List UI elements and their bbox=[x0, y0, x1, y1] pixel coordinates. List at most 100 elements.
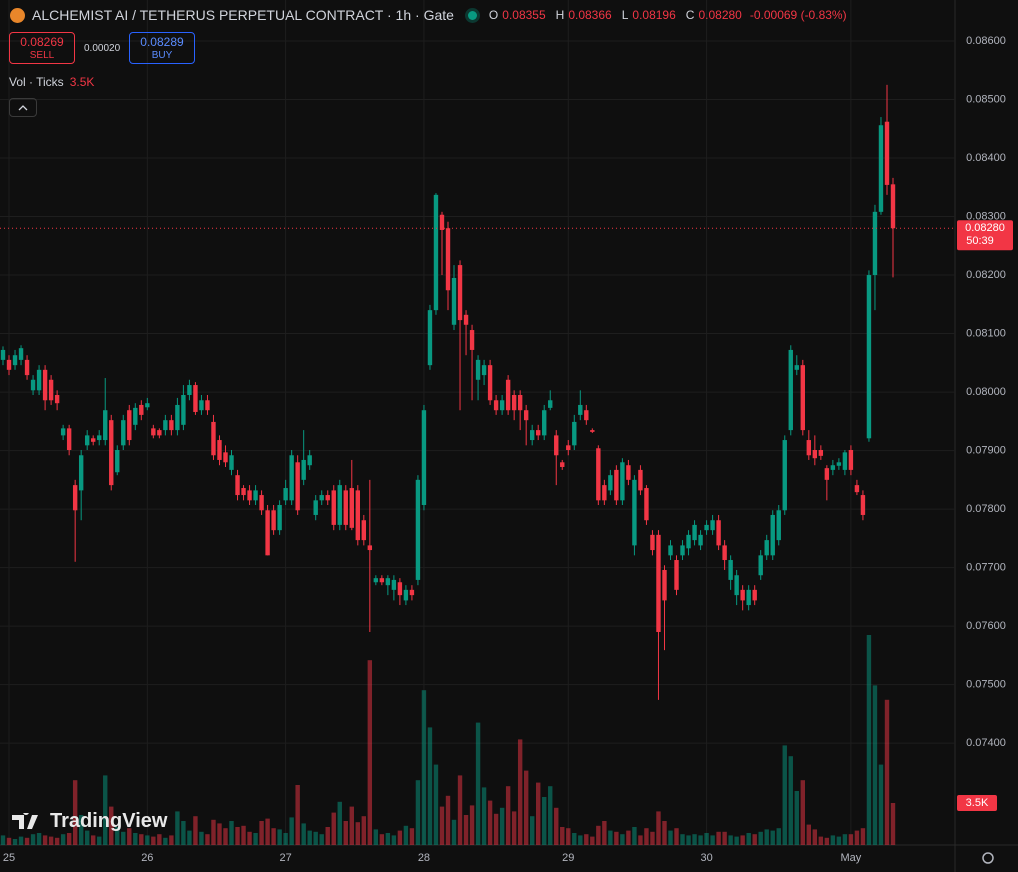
volume-bar bbox=[800, 780, 805, 845]
y-tick-label: 0.08500 bbox=[966, 93, 1006, 105]
volume-bar bbox=[722, 831, 727, 845]
candle-body bbox=[199, 400, 204, 411]
volume-bar bbox=[139, 834, 144, 845]
volume-bar bbox=[373, 829, 379, 845]
candle-body bbox=[770, 514, 775, 556]
volume-legend: Vol · Ticks 3.5K bbox=[9, 75, 94, 89]
volume-bar bbox=[127, 828, 132, 845]
candle-body bbox=[157, 430, 162, 436]
volume-bar bbox=[211, 819, 216, 845]
symbol-title[interactable]: ALCHEMIST AI / TETHERUS PERPETUAL CONTRA… bbox=[32, 7, 454, 23]
candle-body bbox=[662, 569, 667, 601]
volume-bar bbox=[175, 811, 180, 845]
candle-body bbox=[295, 462, 300, 511]
candle-body bbox=[391, 579, 397, 590]
volume-bar bbox=[355, 822, 360, 845]
x-tick-label: May bbox=[841, 852, 862, 864]
candle-body bbox=[638, 469, 643, 491]
open-value: 0.08355 bbox=[502, 8, 546, 22]
volume-bar bbox=[890, 803, 896, 845]
candle-body bbox=[884, 121, 890, 185]
candle-body bbox=[584, 410, 589, 421]
volume-bar bbox=[163, 837, 168, 845]
volume-bar bbox=[680, 834, 685, 845]
volume-bar bbox=[157, 834, 162, 845]
volume-bar bbox=[650, 831, 655, 845]
candle-body bbox=[145, 403, 150, 408]
buy-price: 0.08289 bbox=[140, 35, 184, 49]
candle-body bbox=[511, 394, 517, 411]
candle-body bbox=[169, 420, 174, 431]
volume-bar bbox=[145, 835, 150, 845]
candle-body bbox=[463, 314, 469, 325]
volume-bar bbox=[78, 815, 84, 845]
candle-body bbox=[686, 534, 691, 549]
settings-icon[interactable] bbox=[982, 852, 994, 864]
candle-body bbox=[373, 578, 379, 583]
candle-body bbox=[698, 534, 703, 546]
volume-bar bbox=[548, 786, 553, 845]
volume-bar bbox=[169, 835, 174, 845]
candle-body bbox=[48, 379, 54, 401]
candle-body bbox=[794, 365, 799, 370]
volume-bar bbox=[830, 835, 836, 845]
volume-bar bbox=[259, 821, 264, 845]
last-price-box bbox=[957, 220, 1013, 251]
symbol-icon bbox=[10, 7, 25, 23]
candle-body bbox=[590, 430, 595, 432]
candle-body bbox=[403, 589, 409, 601]
candle-body bbox=[722, 545, 727, 561]
candle-body bbox=[163, 420, 168, 431]
volume-bar bbox=[860, 828, 866, 845]
low-value: 0.08196 bbox=[632, 8, 676, 22]
volume-bar bbox=[349, 806, 354, 845]
candle-body bbox=[24, 359, 30, 376]
candle-body bbox=[66, 428, 72, 451]
volume-bar bbox=[84, 830, 90, 845]
candle-body bbox=[253, 490, 258, 501]
volume-scale-label: 3.5K bbox=[966, 797, 989, 809]
sell-button[interactable]: 0.08269 SELL bbox=[9, 32, 75, 64]
candle-body bbox=[668, 545, 673, 556]
volume-bar bbox=[493, 813, 499, 845]
volume-bar bbox=[54, 837, 60, 845]
candle-body bbox=[554, 435, 559, 456]
candle-body bbox=[415, 479, 421, 580]
volume-bar bbox=[271, 828, 276, 845]
candle-body bbox=[824, 468, 830, 480]
volume-bar bbox=[6, 837, 12, 845]
candle-body bbox=[548, 400, 553, 408]
candle-body bbox=[529, 430, 535, 441]
candle-body bbox=[457, 265, 463, 321]
candle-body bbox=[181, 394, 186, 425]
collapse-button[interactable] bbox=[9, 98, 37, 117]
volume-bar bbox=[415, 780, 421, 845]
volume-bar bbox=[253, 833, 258, 845]
volume-bar bbox=[60, 834, 66, 845]
x-tick-label: 27 bbox=[280, 852, 292, 864]
countdown: 50:39 bbox=[966, 235, 994, 247]
volume-bar bbox=[91, 835, 96, 845]
candle-body bbox=[313, 500, 318, 515]
buy-button[interactable]: 0.08289 BUY bbox=[129, 32, 195, 64]
candle-body bbox=[18, 348, 24, 360]
candle-body bbox=[854, 485, 860, 493]
y-tick-label: 0.07400 bbox=[966, 737, 1006, 749]
candle-body bbox=[572, 421, 577, 446]
candle-body bbox=[710, 520, 715, 531]
candle-body bbox=[30, 379, 36, 391]
candle-body bbox=[367, 545, 373, 551]
volume-bar bbox=[644, 828, 649, 845]
candle-body bbox=[620, 462, 625, 501]
volume-bar bbox=[740, 835, 745, 845]
candle-body bbox=[235, 475, 240, 496]
high-label: H bbox=[555, 8, 565, 22]
volume-bar bbox=[66, 833, 72, 845]
volume-bar bbox=[584, 834, 589, 845]
candle-body bbox=[842, 452, 848, 470]
candle-body bbox=[103, 410, 108, 441]
volume-bar bbox=[505, 786, 511, 845]
x-tick-label: 26 bbox=[141, 852, 153, 864]
volume-bar bbox=[265, 818, 270, 845]
candle-body bbox=[42, 369, 48, 401]
